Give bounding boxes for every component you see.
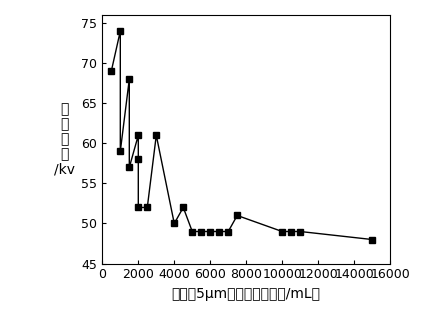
X-axis label: 油液中5μm颞粒物含量（个/mL）: 油液中5μm颞粒物含量（个/mL）: [172, 287, 321, 301]
Text: 击
穿
电
压
/kv: 击 穿 电 压 /kv: [54, 102, 75, 177]
